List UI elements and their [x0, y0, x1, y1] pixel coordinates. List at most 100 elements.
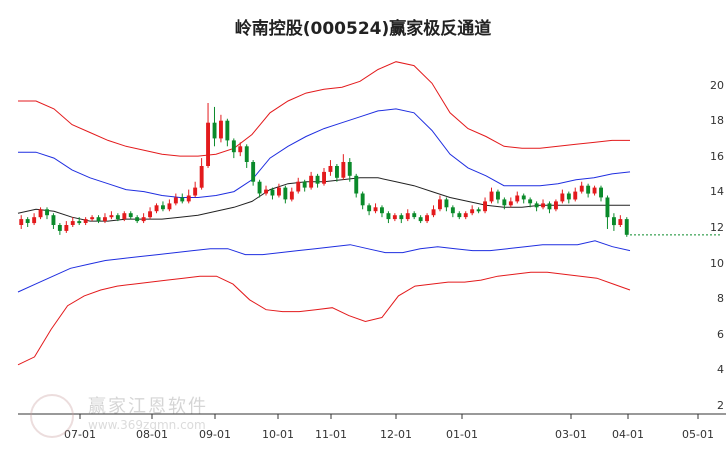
- series-line-inner-lower: [17, 240, 631, 293]
- y-tick-label: 14: [710, 185, 724, 198]
- x-tick-label: 07-01: [64, 428, 96, 441]
- candle: [528, 197, 533, 208]
- candle-body: [64, 225, 69, 231]
- candle-body: [360, 193, 365, 206]
- candle-body: [57, 225, 62, 231]
- candle-body: [528, 199, 533, 204]
- candle: [328, 160, 333, 176]
- candle: [231, 138, 236, 159]
- candle: [96, 215, 101, 224]
- candle-body: [25, 219, 30, 223]
- candle-body: [399, 215, 404, 220]
- candle: [547, 201, 552, 214]
- candle-body: [405, 213, 410, 220]
- candle: [128, 211, 133, 220]
- candle-body: [45, 209, 49, 216]
- candle-body: [296, 181, 301, 192]
- candle: [335, 164, 339, 182]
- candle: [19, 215, 24, 229]
- candle: [296, 177, 301, 194]
- watermark: 赢家江恩软件 www.369zqmn.com: [30, 390, 230, 438]
- candle-body: [270, 189, 275, 196]
- candle-body: [161, 205, 165, 210]
- candle-body: [206, 122, 210, 166]
- candle: [322, 167, 326, 186]
- candle-body: [489, 191, 494, 202]
- candle: [309, 171, 314, 190]
- x-tick-label: 10-01: [262, 428, 294, 441]
- candle: [70, 217, 75, 227]
- candle: [508, 197, 513, 208]
- y-tick-label: 6: [717, 328, 724, 341]
- candle-body: [141, 217, 146, 222]
- candle-body: [438, 199, 442, 210]
- candle: [57, 223, 62, 235]
- candle-body: [238, 146, 243, 153]
- candle: [193, 181, 198, 198]
- series-line-outer-lower: [17, 271, 631, 366]
- candle: [212, 106, 217, 147]
- candle-body: [566, 193, 571, 200]
- candle: [289, 187, 294, 202]
- candle-body: [541, 203, 545, 208]
- candle-body: [283, 187, 288, 200]
- x-tick-label: 04-01: [612, 428, 644, 441]
- candle-body: [180, 197, 185, 202]
- candle: [103, 213, 107, 224]
- y-tick-label: 8: [717, 292, 724, 305]
- candle: [476, 207, 481, 214]
- candle-body: [380, 207, 384, 214]
- candle-body: [521, 195, 526, 200]
- axes-layer: 07-01 08-01 09-01 10-01 11-01 12-01 01-01 03-01…: [18, 79, 726, 441]
- candle: [64, 221, 69, 233]
- candle-body: [70, 221, 75, 225]
- candle-body: [431, 209, 436, 216]
- candle-body: [103, 217, 107, 222]
- candle-body: [38, 209, 43, 218]
- y-tick-label: 16: [710, 150, 724, 163]
- candle-body: [167, 203, 172, 210]
- candle-body: [534, 203, 539, 208]
- candle: [51, 213, 56, 229]
- candle: [38, 207, 43, 220]
- watermark-name: 赢家江恩软件: [88, 396, 208, 417]
- candle: [573, 187, 578, 202]
- x-tick-label: 12-01: [380, 428, 412, 441]
- candle-body: [341, 162, 346, 178]
- candle-body: [354, 175, 359, 194]
- candle: [483, 197, 487, 214]
- candle-body: [173, 197, 178, 204]
- candle: [206, 102, 210, 168]
- candle: [399, 213, 404, 224]
- candle-body: [515, 195, 520, 202]
- y-tick-label: 2: [717, 399, 724, 412]
- candle: [373, 203, 378, 214]
- candle: [425, 213, 429, 224]
- candle-body: [302, 181, 307, 188]
- x-tick-label: 09-01: [199, 428, 231, 441]
- candle: [238, 142, 243, 157]
- candle-body: [560, 193, 565, 202]
- candle-body: [264, 189, 268, 194]
- candle-body: [425, 215, 429, 222]
- candle-body: [219, 120, 223, 139]
- candle-body: [483, 201, 487, 212]
- candle-body: [186, 195, 191, 202]
- candle-body: [135, 217, 140, 222]
- chart-title: 岭南控股(000524)赢家极反通道: [234, 19, 492, 39]
- candle: [360, 191, 365, 210]
- y-tick-label: 20: [710, 79, 724, 92]
- candle-body: [573, 191, 578, 200]
- candle: [418, 215, 423, 224]
- candle-body: [231, 140, 236, 153]
- candle: [489, 187, 494, 204]
- candle: [541, 199, 545, 210]
- series-line-inner-upper: [18, 108, 631, 198]
- candle-body: [244, 146, 249, 162]
- candle: [431, 205, 436, 218]
- candle-body: [83, 219, 88, 223]
- candle: [566, 191, 571, 204]
- candle: [154, 203, 159, 214]
- candle: [599, 185, 603, 202]
